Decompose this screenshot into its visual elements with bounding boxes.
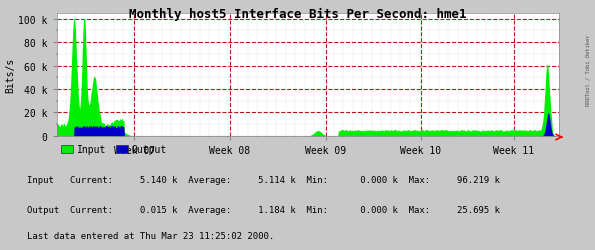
Text: RRDTool / Tobi Oetiker: RRDTool / Tobi Oetiker — [586, 34, 591, 106]
Text: Monthly host5 Interface Bits Per Second: hme1: Monthly host5 Interface Bits Per Second:… — [129, 8, 466, 20]
Y-axis label: Bits/s: Bits/s — [5, 58, 15, 92]
Legend: Input, Output: Input, Output — [61, 145, 167, 155]
Text: Input   Current:     5.140 k  Average:     5.114 k  Min:      0.000 k  Max:     : Input Current: 5.140 k Average: 5.114 k … — [27, 175, 500, 184]
Text: Last data entered at Thu Mar 23 11:25:02 2000.: Last data entered at Thu Mar 23 11:25:02… — [27, 231, 274, 240]
Text: Output  Current:     0.015 k  Average:     1.184 k  Min:      0.000 k  Max:     : Output Current: 0.015 k Average: 1.184 k… — [27, 205, 500, 214]
